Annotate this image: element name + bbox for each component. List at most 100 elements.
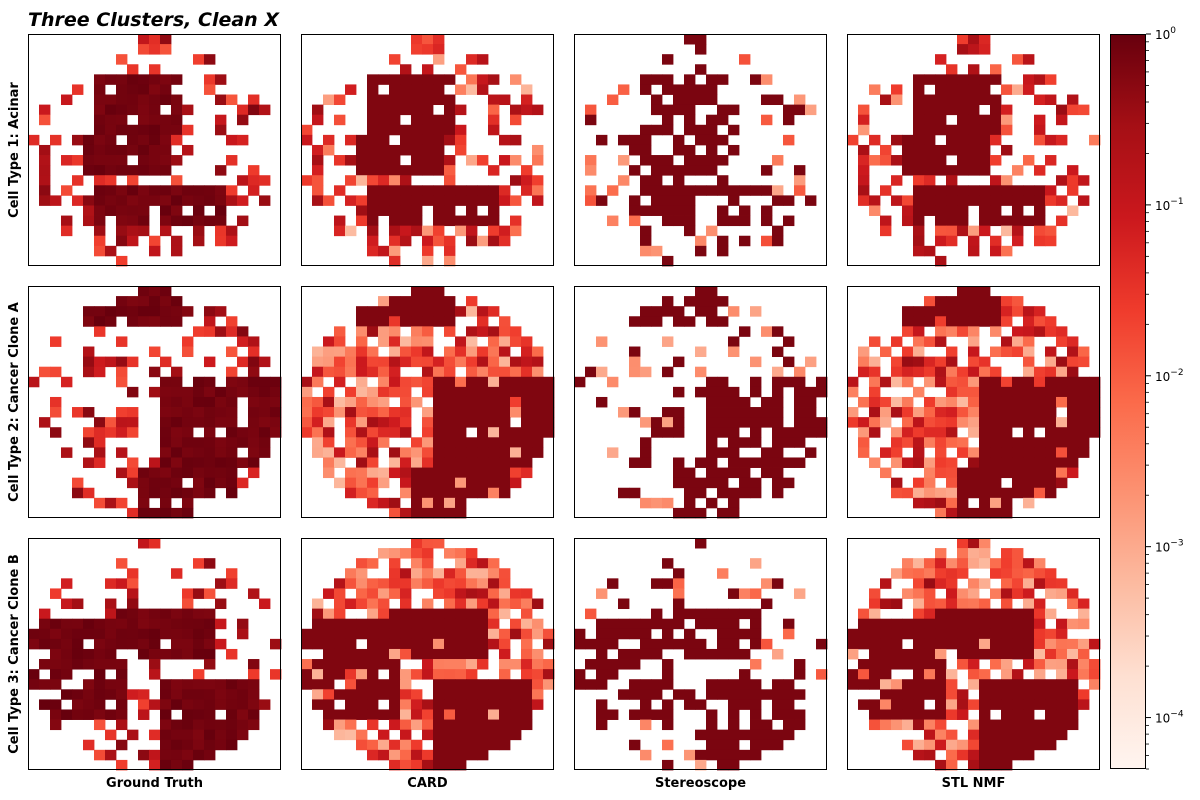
heatmap-cell bbox=[345, 699, 357, 710]
heatmap-cell bbox=[1034, 467, 1046, 479]
heatmap-cell bbox=[935, 74, 947, 85]
heatmap-cell bbox=[237, 457, 249, 468]
heatmap-cell bbox=[466, 699, 478, 710]
heatmap-cell bbox=[499, 487, 511, 499]
heatmap-cell bbox=[1089, 386, 1101, 398]
heatmap-cell bbox=[510, 366, 522, 378]
heatmap-cell bbox=[444, 749, 456, 761]
heatmap-cell bbox=[794, 417, 806, 428]
heatmap-cell bbox=[869, 618, 881, 630]
heatmap-cell bbox=[728, 679, 740, 690]
heatmap-cell bbox=[750, 709, 762, 720]
heatmap-cell bbox=[312, 598, 324, 610]
heatmap-cell bbox=[968, 628, 980, 640]
heatmap-cell bbox=[301, 638, 313, 650]
heatmap-cell bbox=[455, 346, 467, 358]
heatmap-cell bbox=[400, 689, 412, 700]
heatmap-cell bbox=[61, 447, 73, 458]
colorbar-tick-label-2: 10−1 bbox=[1155, 197, 1184, 213]
heatmap-cell bbox=[783, 437, 795, 448]
heatmap-cell bbox=[1089, 417, 1101, 428]
heatmap-cell bbox=[891, 195, 903, 206]
heatmap-cell bbox=[237, 326, 249, 337]
heatmap-cell bbox=[990, 155, 1002, 166]
heatmap-cell bbox=[968, 245, 980, 257]
heatmap-cell bbox=[1078, 104, 1090, 116]
heatmap-cell bbox=[160, 286, 172, 297]
heatmap-cell bbox=[957, 628, 969, 640]
heatmap-cell bbox=[389, 144, 401, 156]
heatmap-cell bbox=[138, 628, 150, 640]
heatmap-cell bbox=[979, 144, 991, 156]
heatmap-cell bbox=[585, 638, 597, 650]
heatmap-cell bbox=[204, 618, 216, 630]
heatmap-cell bbox=[957, 548, 969, 559]
heatmap-cell bbox=[869, 648, 881, 660]
heatmap-cell bbox=[466, 487, 478, 499]
colorbar-tick-label-5: 10−4 bbox=[1155, 710, 1184, 726]
heatmap-cell bbox=[1078, 608, 1090, 620]
heatmap-cell bbox=[1056, 437, 1068, 448]
heatmap-cell bbox=[149, 669, 161, 680]
heatmap-cell bbox=[880, 618, 892, 630]
heatmap-cell bbox=[990, 386, 1002, 398]
heatmap-cell bbox=[935, 638, 947, 650]
heatmap-cell bbox=[924, 376, 936, 388]
heatmap-cell bbox=[1045, 608, 1057, 620]
heatmap-cell bbox=[1012, 185, 1024, 196]
heatmap-cell bbox=[739, 648, 751, 660]
heatmap-cell bbox=[1001, 336, 1013, 347]
heatmap-cell bbox=[1045, 185, 1057, 196]
heatmap-cell bbox=[913, 608, 925, 620]
heatmap-cell bbox=[651, 104, 663, 116]
heatmap-cell bbox=[433, 407, 445, 418]
heatmap-cell bbox=[455, 578, 467, 589]
heatmap-cell bbox=[345, 427, 357, 438]
heatmap-cell bbox=[913, 235, 925, 247]
heatmap-cell bbox=[640, 638, 652, 650]
heatmap-cell bbox=[1012, 225, 1024, 237]
heatmap-cell bbox=[138, 699, 150, 710]
heatmap-cell bbox=[378, 155, 390, 166]
heatmap-cell bbox=[990, 114, 1002, 126]
heatmap-cell bbox=[728, 195, 740, 206]
heatmap-cell bbox=[182, 628, 194, 640]
heatmap-cell bbox=[378, 709, 390, 720]
heatmap-cell bbox=[149, 366, 161, 378]
heatmap-cell bbox=[684, 507, 696, 519]
heatmap-cell bbox=[728, 437, 740, 448]
heatmap-cell bbox=[913, 638, 925, 650]
heatmap-cell bbox=[50, 588, 62, 599]
heatmap-cell bbox=[935, 215, 947, 227]
heatmap-cell bbox=[149, 507, 161, 519]
panel-frame bbox=[847, 34, 1100, 266]
panel-r2-c4 bbox=[847, 286, 1101, 519]
heatmap-cell bbox=[706, 185, 718, 196]
heatmap-cell bbox=[94, 669, 106, 680]
heatmap-cell bbox=[585, 155, 597, 166]
heatmap-cell bbox=[466, 739, 478, 751]
heatmap-cell bbox=[160, 447, 172, 458]
heatmap-cell bbox=[356, 739, 368, 751]
heatmap-cell bbox=[673, 618, 685, 630]
heatmap-cell bbox=[651, 427, 663, 438]
heatmap-cell bbox=[105, 245, 117, 257]
heatmap-cell bbox=[1067, 396, 1079, 408]
heatmap-cell bbox=[334, 659, 346, 670]
heatmap-cell bbox=[1067, 346, 1079, 358]
heatmap-cell bbox=[1056, 366, 1068, 378]
heatmap-cell bbox=[913, 659, 925, 670]
heatmap-cell bbox=[149, 487, 161, 499]
heatmap-cell bbox=[400, 739, 412, 751]
heatmap-cell bbox=[946, 638, 958, 650]
heatmap-cell bbox=[171, 467, 183, 479]
heatmap-cell bbox=[673, 568, 685, 579]
heatmap-cell bbox=[400, 215, 412, 227]
heatmap-cell bbox=[334, 588, 346, 599]
heatmap-cell bbox=[160, 497, 172, 509]
heatmap-cell bbox=[389, 749, 401, 761]
heatmap-cell bbox=[94, 134, 106, 146]
heatmap-cell bbox=[739, 467, 751, 479]
heatmap-cell bbox=[946, 84, 958, 95]
heatmap-cell bbox=[72, 487, 84, 499]
